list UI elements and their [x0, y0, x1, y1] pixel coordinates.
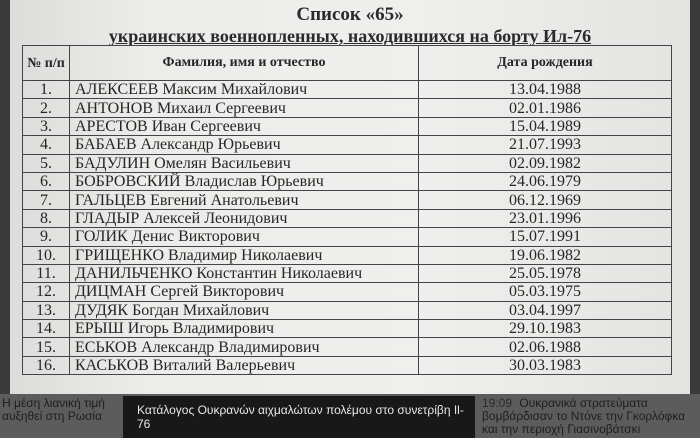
cell-num: 4.: [22, 135, 70, 155]
table-row: 3. АРЕСТОВ Иван Сергеевич 15.04.1989: [22, 116, 672, 137]
column-header-number: № п/п: [22, 45, 70, 81]
cell-date: 02.09.1982: [418, 153, 672, 173]
document-title: Список «65»: [296, 4, 404, 25]
table-row: 15. ЕСЬКОВ Александр Владимирович 02.06.19…: [22, 337, 672, 357]
document-subtitle: украинских военнопленных, находившихся н…: [108, 26, 592, 46]
cell-num: 6.: [22, 171, 70, 192]
cell-name: АНТОНОВ Михаил Сергеевич: [69, 98, 419, 118]
cell-name: ГОЛИК Денис Викторович: [69, 227, 419, 247]
cell-date: 13.04.1988: [418, 79, 672, 100]
caption-text: Κατάλογος Ουκρανών αιχμαλώτων πολέμου στ…: [137, 403, 464, 431]
cell-date: 15.04.1989: [418, 116, 672, 137]
cell-num: 16.: [22, 355, 70, 376]
cell-num: 9.: [22, 227, 70, 247]
cell-name: БАБАЕВ Александр Юрьевич: [69, 135, 419, 155]
cell-name: ГРИЩЕНКО Владимир Николаевич: [69, 245, 419, 265]
table-row: 11. ДАНИЛЬЧЕНКО Константин Николаевич 25.0…: [22, 263, 672, 284]
table-row: 12. ДИЦМАН Сергей Викторович 05.03.1975: [22, 282, 672, 302]
cell-date: 02.01.1986: [418, 98, 672, 118]
cell-name: КАСЬКОВ Виталий Валерьевич: [69, 355, 419, 376]
column-header-date: Дата рождения: [418, 45, 672, 81]
news-time: 19:09: [482, 396, 513, 410]
table-row: 8. ГЛАДЫР Алексей Леонидович 23.01.1996: [22, 208, 672, 229]
cell-num: 13.: [22, 300, 70, 321]
cell-date: 21.07.1993: [418, 135, 672, 155]
cell-name: ДУДЯК Богдан Михайлович: [69, 300, 419, 321]
table-row: 4. БАБАЕВ Александр Юрьевич 21.07.1993: [22, 135, 672, 155]
news-headline-line: Η μέση λιανική τιμή: [2, 396, 105, 410]
cell-num: 8.: [22, 208, 70, 229]
cell-date: 23.01.1996: [418, 208, 672, 229]
cell-num: 5.: [22, 153, 70, 173]
table-row: 10. ГРИЩЕНКО Владимир Николаевич 19.06.198…: [22, 245, 672, 265]
cell-name: ДИЦМАН Сергей Викторович: [69, 282, 419, 302]
cell-date: 24.06.1979: [418, 171, 672, 192]
cell-num: 12.: [22, 282, 70, 302]
table-row: 14. ЕРЫШ Игорь Владимирович 29.10.1983: [22, 319, 672, 339]
cell-date: 05.03.1975: [418, 282, 672, 302]
prisoner-table: № п/п Фамилия, имя и отчество Дата рожде…: [22, 45, 672, 376]
cell-name: БАДУЛИН Омелян Васильевич: [69, 153, 419, 173]
table-row: 1. АЛЕКСЕЕВ Максим Михайлович 13.04.1988: [22, 79, 672, 100]
news-headline-line: την Γκορλόφκα και την περιοχή Γιασινοβάτ…: [482, 409, 686, 436]
table-header: № п/п Фамилия, имя и отчество Дата рожде…: [22, 45, 672, 81]
cell-num: 3.: [22, 116, 70, 137]
cell-name: ГАЛЬЦЕВ Евгений Анатольевич: [69, 190, 419, 210]
cell-date: 02.06.1988: [418, 337, 672, 357]
cell-num: 2.: [22, 98, 70, 118]
cell-date: 29.10.1983: [418, 319, 672, 339]
cell-date: 25.05.1978: [418, 263, 672, 284]
table-row: 9. ГОЛИК Денис Викторович 15.07.1991: [22, 227, 672, 247]
cell-num: 14.: [22, 319, 70, 339]
cell-date: 15.07.1991: [418, 227, 672, 247]
news-item-right[interactable]: 19:09 Ουκρανικά στρατεύματα βομβάρδισαν …: [482, 397, 696, 436]
cell-name: ЕРЫШ Игорь Владимирович: [69, 319, 419, 339]
cell-name: ДАНИЛЬЧЕНКО Константин Николаевич: [69, 263, 419, 284]
cell-num: 11.: [22, 263, 70, 284]
column-header-name: Фамилия, имя и отчество: [69, 45, 419, 81]
news-headline-line: Ουκρανικά στρατεύματα βομβάρδισαν το Ντό…: [482, 396, 648, 423]
cell-num: 7.: [22, 190, 70, 210]
table-row: 5. БАДУЛИН Омелян Васильевич 02.09.1982: [22, 153, 672, 173]
cell-name: БОБРОВСКИЙ Владислав Юрьевич: [69, 171, 419, 192]
cell-date: 06.12.1969: [418, 190, 672, 210]
news-headline-line: αυξηθεί στη Ρωσία: [2, 409, 103, 423]
cell-name: ЕСЬКОВ Александр Владимирович: [69, 337, 419, 357]
table-row: 13. ДУДЯК Богдан Михайлович 03.04.1997: [22, 300, 672, 321]
table-row: 2. АНТОНОВ Михаил Сергеевич 02.01.1986: [22, 98, 672, 118]
cell-date: 30.03.1983: [418, 355, 672, 376]
table-row: 6. БОБРОВСКИЙ Владислав Юрьевич 24.06.1979: [22, 171, 672, 192]
cell-name: АРЕСТОВ Иван Сергеевич: [69, 116, 419, 137]
news-item-left[interactable]: Η μέση λιανική τιμή αυξηθεί στη Ρωσία: [2, 397, 120, 423]
cell-date: 19.06.1982: [418, 245, 672, 265]
table-row: 7. ГАЛЬЦЕВ Евгений Анатольевич 06.12.1969: [22, 190, 672, 210]
cell-name: ГЛАДЫР Алексей Леонидович: [69, 208, 419, 229]
cell-date: 03.04.1997: [418, 300, 672, 321]
cell-name: АЛЕКСЕЕВ Максим Михайлович: [69, 79, 419, 100]
document-photo: Список «65» украинских военнопленных, на…: [10, 0, 690, 394]
cell-num: 1.: [22, 79, 70, 100]
cell-num: 15.: [22, 337, 70, 357]
table-row: 16. КАСЬКОВ Виталий Валерьевич 30.03.1983: [22, 355, 672, 376]
cell-num: 10.: [22, 245, 70, 265]
image-caption: Κατάλογος Ουκρανών αιχμαλώτων πολέμου στ…: [123, 396, 475, 438]
